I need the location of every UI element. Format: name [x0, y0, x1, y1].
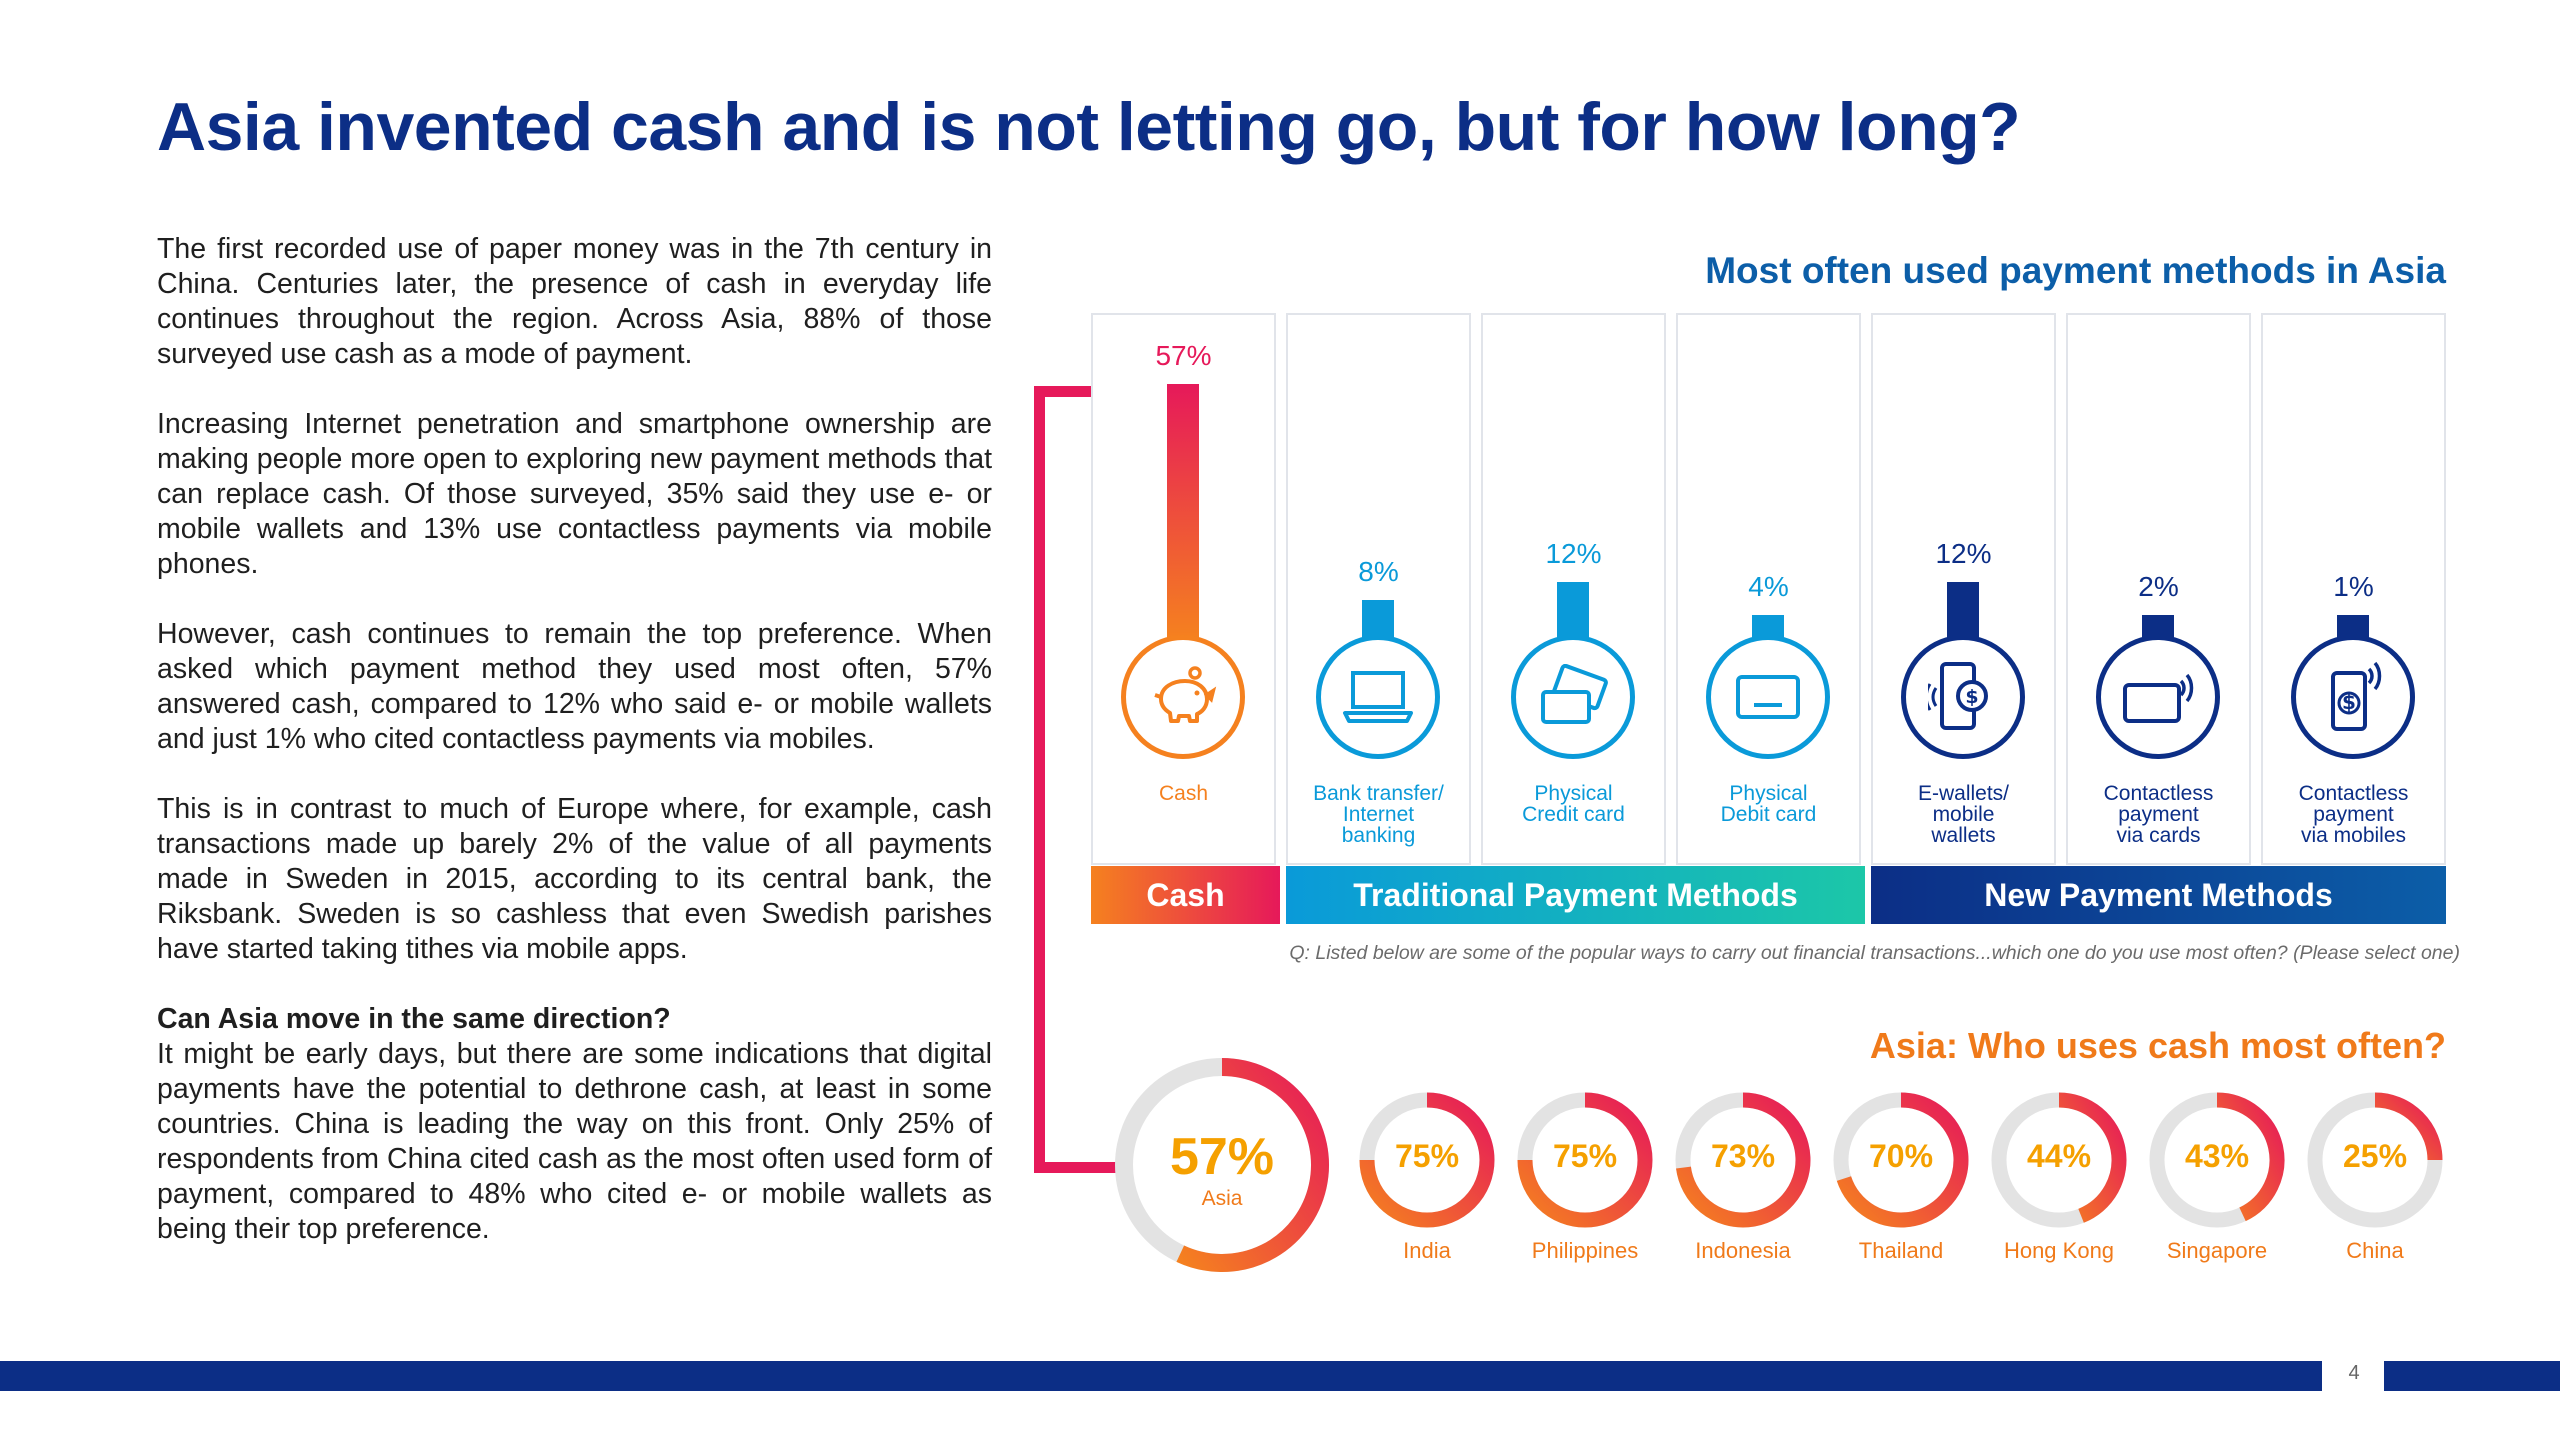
- chart-column: [1286, 313, 1471, 865]
- page-number: 4: [2348, 1362, 2360, 1384]
- paragraph-5: It might be early days, but there are so…: [157, 1038, 992, 1245]
- paragraph-4: This is in contrast to much of Europe wh…: [157, 793, 992, 965]
- chart-value-label: 4%: [1748, 571, 1789, 602]
- mobile-wallet-icon: $: [1901, 635, 2025, 759]
- paragraph-1: The first recorded use of paper money wa…: [157, 233, 992, 370]
- country-donut-value: 70%: [1868, 1138, 1934, 1174]
- country-donut: [1359, 1092, 1495, 1228]
- chart-category-label: Physical Credit card: [1522, 782, 1625, 826]
- country-donut: [1991, 1092, 2127, 1228]
- connector-line-top: [1034, 386, 1091, 397]
- country-label: Philippines: [1531, 1238, 1639, 1263]
- donut-arc: [1176, 1058, 1329, 1272]
- chart-category-label: E-wallets/ mobile wallets: [1917, 782, 2010, 847]
- asia-donut-value: 57%: [1169, 1128, 1275, 1186]
- country-donut-value: 75%: [1394, 1138, 1460, 1174]
- country-label: Indonesia: [1695, 1238, 1791, 1263]
- chart-bar: [1167, 384, 1199, 639]
- contactless-card-icon: [2096, 635, 2220, 759]
- donut-arc: [2216, 1092, 2285, 1222]
- body-text: The first recorded use of paper money wa…: [157, 232, 992, 1247]
- connector-line: [1034, 390, 1045, 1170]
- debit-card-icon: [1706, 635, 1830, 759]
- footer-bar: [0, 1361, 2322, 1391]
- section-heading: Can Asia move in the same direction?: [157, 1003, 671, 1035]
- contactless-mobile-icon: $: [2291, 635, 2415, 759]
- country-donut: [2149, 1092, 2285, 1228]
- chart-value-label: 1%: [2333, 571, 2374, 602]
- asia-donut-label: Asia: [1201, 1187, 1243, 1210]
- chart-value-label: 12%: [1935, 538, 1992, 570]
- chart-column: [2066, 313, 2251, 865]
- laptop-icon: [1316, 635, 1440, 759]
- donut-arc: [2058, 1092, 2127, 1223]
- country-donut-value: 73%: [1710, 1138, 1776, 1174]
- country-donut: [1675, 1092, 1811, 1228]
- category-group-bar: Cash: [1091, 866, 1280, 924]
- chart-category-label: Physical Debit card: [1720, 782, 1817, 826]
- country-donut-value: 44%: [2026, 1138, 2092, 1174]
- credit-cards-icon: [1511, 635, 1635, 759]
- svg-text:$: $: [2342, 690, 2356, 714]
- chart-value-label: 12%: [1545, 538, 1602, 570]
- donut-arc: [2374, 1092, 2443, 1161]
- donut-arc: [1676, 1092, 1811, 1228]
- chart-value-label: 2%: [2138, 571, 2179, 602]
- donut-arc: [1359, 1092, 1495, 1228]
- chart-column: [1676, 313, 1861, 865]
- category-group-bar: New Payment Methods: [1871, 866, 2446, 924]
- svg-text:$: $: [1965, 686, 1978, 708]
- country-donut-value: 43%: [2184, 1138, 2250, 1174]
- paragraph-3: However, cash continues to remain the to…: [157, 618, 992, 755]
- footer-bar-right: [2384, 1361, 2560, 1391]
- page-title: Asia invented cash and is not letting go…: [157, 89, 2021, 165]
- donut-arc: [1836, 1092, 1969, 1228]
- chart-bar: [1947, 582, 1979, 639]
- country-donut: [1833, 1092, 1969, 1228]
- donut-arc: [1517, 1092, 1653, 1228]
- chart-bar: [1362, 599, 1394, 639]
- country-donut: [1517, 1092, 1653, 1228]
- country-donut-value: 75%: [1552, 1138, 1618, 1174]
- country-label: Hong Kong: [2003, 1238, 2115, 1263]
- chart-category-label: Contactless payment via cards: [2103, 782, 2214, 847]
- chart-column: [2261, 313, 2446, 865]
- chart-value-label: 57%: [1155, 340, 1212, 372]
- country-label: Thailand: [1858, 1238, 1944, 1263]
- survey-question: Q: Listed below are some of the popular …: [1289, 942, 2460, 964]
- paragraph-2: Increasing Internet penetration and smar…: [157, 408, 992, 580]
- payment-chart-title: Most often used payment methods in Asia: [1705, 250, 2446, 291]
- category-group-bar: Traditional Payment Methods: [1286, 866, 1865, 924]
- country-label: China: [2346, 1238, 2404, 1263]
- country-donut: [2307, 1092, 2443, 1228]
- chart-category-label: Contactless payment via mobiles: [2298, 782, 2409, 847]
- chart-category-label: Bank transfer/ Internet banking: [1313, 782, 1444, 847]
- piggy-bank-icon: [1121, 635, 1245, 759]
- cash-usage-title: Asia: Who uses cash most often?: [1869, 1025, 2446, 1066]
- asia-donut: [1115, 1058, 1329, 1272]
- connector-line-bottom: [1034, 1162, 1119, 1173]
- country-label: Singapore: [2166, 1238, 2268, 1263]
- country-donut-value: 25%: [2342, 1138, 2408, 1174]
- chart-value-label: 8%: [1358, 555, 1399, 587]
- chart-category-label: Cash: [1158, 782, 1209, 805]
- country-label: India: [1403, 1238, 1451, 1263]
- chart-bar: [1557, 582, 1589, 639]
